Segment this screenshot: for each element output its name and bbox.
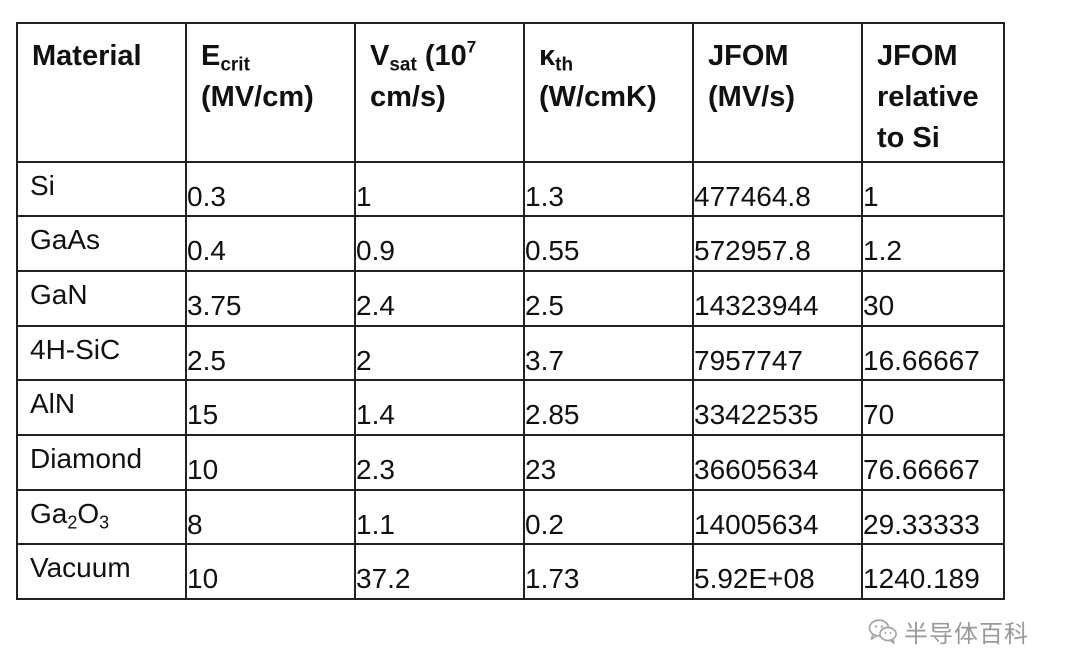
table-row: Ga2O3 8 1.1 0.2 14005634 29.33333: [16, 488, 1005, 546]
material-name: 4H-SiC: [30, 333, 121, 365]
jfom-value: 477464.8: [694, 180, 811, 212]
vsat-value: 2.3: [356, 453, 395, 485]
ecrit-unit: (MV/cm): [201, 81, 314, 113]
relative-value: 1.2: [863, 235, 902, 267]
header-kth: κth (W/cmK): [523, 22, 694, 163]
kth-value: 23: [525, 453, 557, 485]
vsat-value: 1: [356, 180, 372, 212]
wechat-icon: [868, 619, 897, 644]
kth-value: 0.55: [525, 235, 580, 267]
ecrit-symbol: E: [201, 40, 221, 72]
header-vsat: Vsat (107 cm/s): [354, 22, 525, 163]
jfom-value: 7957747: [694, 344, 804, 376]
material-name: Ga2O3: [30, 497, 110, 532]
relative-value: 76.66667: [863, 453, 980, 485]
material-name: Vacuum: [30, 552, 131, 584]
relative-value: 30: [863, 289, 895, 321]
relative-value: 1240.189: [863, 563, 980, 595]
vsat-value: 1.1: [356, 508, 395, 540]
kth-value: 1.73: [525, 563, 580, 595]
kth-symbol: κ: [539, 40, 556, 72]
jfom-value: 572957.8: [694, 235, 811, 267]
header-ecrit: Ecrit (MV/cm): [185, 22, 356, 163]
table-row: GaN 3.75 2.4 2.5 14323944 30: [16, 269, 1005, 327]
ecrit-value: 10: [187, 563, 219, 595]
ecrit-subscript: crit: [220, 54, 250, 76]
table-row: 4H-SiC 2.5 2 3.7 7957747 16.66667: [16, 324, 1005, 382]
vsat-subscript: sat: [389, 54, 417, 76]
vsat-symbol: V: [370, 40, 390, 72]
kth-value: 1.3: [525, 180, 564, 212]
material-name: AlN: [30, 388, 76, 420]
table-row: Diamond 10 2.3 23 36605634 76.66667: [16, 433, 1005, 491]
jfom-value: 5.92E+08: [694, 563, 815, 595]
watermark: 半导体百科: [868, 616, 1029, 648]
kth-value: 2.5: [525, 289, 564, 321]
rel-line1: JFOM: [877, 40, 958, 72]
jfom-value: 36605634: [694, 453, 819, 485]
ecrit-value: 0.3: [187, 180, 226, 212]
rel-line3: to Si: [877, 122, 940, 154]
ecrit-value: 0.4: [187, 235, 226, 267]
vsat-unit: cm/s): [370, 81, 446, 113]
kth-value: 3.7: [525, 344, 564, 376]
table-row: Si 0.3 1 1.3 477464.8 1: [16, 160, 1005, 218]
header-jfom-relative: JFOM relative to Si: [861, 22, 1005, 163]
material-name: Diamond: [30, 442, 143, 474]
materials-table: Material Ecrit (MV/cm) Vsat (107 cm/s) κth…: [16, 22, 1005, 600]
table-row: Vacuum 10 37.2 1.73 5.92E+08 1240.189: [16, 543, 1005, 600]
relative-value: 70: [863, 399, 895, 431]
vsat-value: 2: [356, 344, 372, 376]
ecrit-value: 2.5: [187, 344, 226, 376]
table-row: AlN 15 1.4 2.85 33422535 70: [16, 379, 1005, 436]
ecrit-value: 8: [187, 508, 203, 540]
vsat-value: 37.2: [356, 563, 411, 595]
vsat-value: 1.4: [356, 399, 395, 431]
ecrit-value: 10: [187, 453, 219, 485]
vsat-value: 2.4: [356, 289, 395, 321]
vsat-value: 0.9: [356, 235, 395, 267]
kth-value: 2.85: [525, 399, 580, 431]
kth-value: 0.2: [525, 508, 564, 540]
material-name: GaAs: [30, 224, 101, 256]
header-row: Material Ecrit (MV/cm) Vsat (107 cm/s) κth…: [16, 22, 1005, 163]
kth-unit: (W/cmK): [539, 81, 657, 113]
jfom-value: 14323944: [694, 289, 819, 321]
jfom-line2: (MV/s): [708, 81, 795, 113]
relative-value: 16.66667: [863, 344, 980, 376]
watermark-text: 半导体百科: [904, 619, 1029, 648]
vsat-superscript: 7: [466, 37, 477, 57]
ecrit-value: 3.75: [187, 289, 242, 321]
relative-value: 1: [863, 180, 879, 212]
rel-line2: relative: [877, 81, 979, 113]
header-jfom: JFOM (MV/s): [692, 22, 863, 163]
relative-value: 29.33333: [863, 508, 980, 540]
ecrit-value: 15: [187, 399, 219, 431]
material-name: Si: [30, 169, 55, 201]
header-material: Material: [16, 22, 187, 163]
kth-subscript: th: [555, 54, 574, 76]
jfom-value: 14005634: [694, 508, 819, 540]
jfom-value: 33422535: [694, 399, 819, 431]
table-row: GaAs 0.4 0.9 0.55 572957.8 1.2: [16, 215, 1005, 272]
material-name: GaN: [30, 278, 88, 310]
vsat-paren: (10: [416, 40, 467, 72]
jfom-line1: JFOM: [708, 40, 789, 72]
